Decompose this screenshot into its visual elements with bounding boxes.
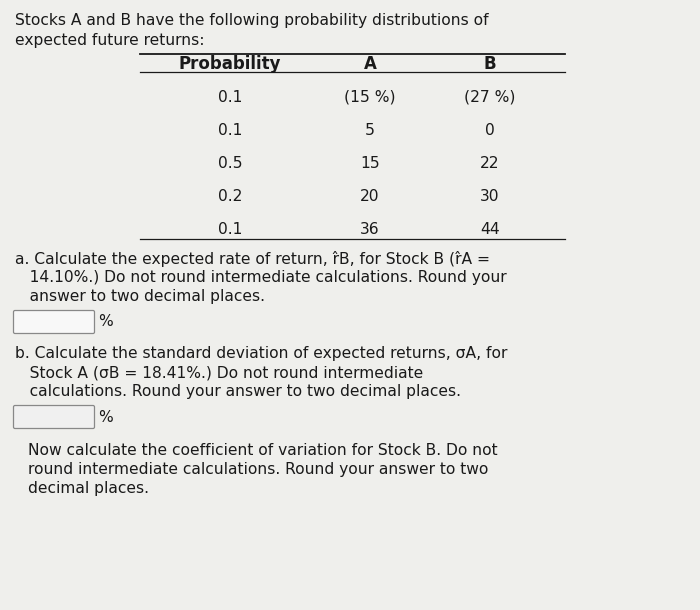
Text: 20: 20 — [360, 189, 379, 204]
Text: 0.1: 0.1 — [218, 90, 242, 105]
Text: A: A — [363, 55, 377, 73]
Text: expected future returns:: expected future returns: — [15, 33, 204, 48]
Text: b. Calculate the standard deviation of expected returns, σA, for: b. Calculate the standard deviation of e… — [15, 346, 507, 361]
Text: Stocks A and B have the following probability distributions of: Stocks A and B have the following probab… — [15, 13, 489, 28]
Text: 0.1: 0.1 — [218, 222, 242, 237]
Text: 0.1: 0.1 — [218, 123, 242, 138]
Text: calculations. Round your answer to two decimal places.: calculations. Round your answer to two d… — [15, 384, 461, 399]
Text: 44: 44 — [480, 222, 500, 237]
Text: %: % — [98, 315, 113, 329]
FancyBboxPatch shape — [13, 406, 94, 428]
Text: %: % — [98, 409, 113, 425]
Text: a. Calculate the expected rate of return, r̂B, for Stock B (r̂A =: a. Calculate the expected rate of return… — [15, 251, 490, 267]
Text: B: B — [484, 55, 496, 73]
Text: Stock A (σB = 18.41%.) Do not round intermediate: Stock A (σB = 18.41%.) Do not round inte… — [15, 365, 423, 380]
Text: (15 %): (15 %) — [344, 90, 395, 105]
Text: 15: 15 — [360, 156, 380, 171]
Text: 0.2: 0.2 — [218, 189, 242, 204]
FancyBboxPatch shape — [13, 310, 94, 334]
Text: 14.10%.) Do not round intermediate calculations. Round your: 14.10%.) Do not round intermediate calcu… — [15, 270, 507, 285]
Text: 30: 30 — [480, 189, 500, 204]
Text: decimal places.: decimal places. — [28, 481, 149, 496]
Text: 22: 22 — [480, 156, 500, 171]
Text: Probability: Probability — [178, 55, 281, 73]
Text: round intermediate calculations. Round your answer to two: round intermediate calculations. Round y… — [28, 462, 489, 477]
Text: Now calculate the coefficient of variation for Stock B. Do not: Now calculate the coefficient of variati… — [28, 443, 498, 458]
Text: 0.5: 0.5 — [218, 156, 242, 171]
Text: 36: 36 — [360, 222, 380, 237]
Text: 5: 5 — [365, 123, 375, 138]
Text: 0: 0 — [485, 123, 495, 138]
Text: (27 %): (27 %) — [464, 90, 516, 105]
Text: answer to two decimal places.: answer to two decimal places. — [15, 289, 265, 304]
